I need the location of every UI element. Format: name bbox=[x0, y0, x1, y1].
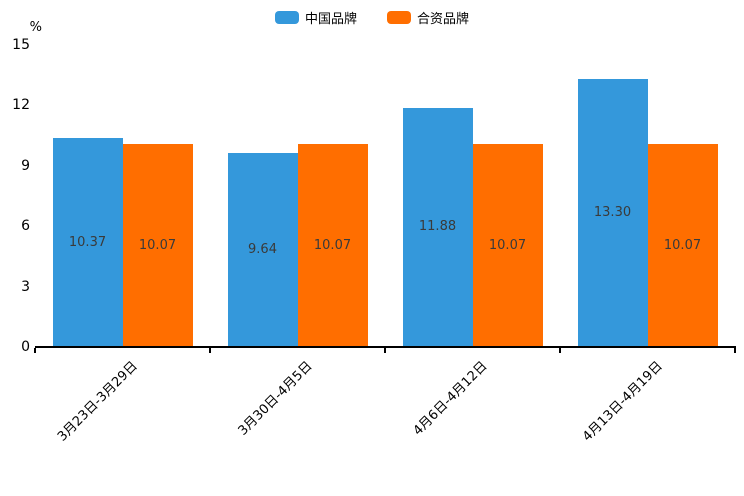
y-tick-label: 12 bbox=[12, 97, 30, 114]
bar-中国品牌-4月13日-4月19日 bbox=[577, 79, 648, 347]
bar-value-label: 13.30 bbox=[593, 205, 632, 221]
y-tick-label: 0 bbox=[21, 339, 30, 355]
bar-value-label: 10.07 bbox=[488, 237, 527, 253]
legend-label: 中国品牌 bbox=[304, 12, 357, 27]
legend-swatch-icon bbox=[274, 11, 299, 24]
bar-中国品牌-4月6日-4月12日 bbox=[402, 107, 473, 347]
bar-合资品牌-4月13日-4月19日 bbox=[647, 144, 718, 347]
bar-合资品牌-4月6日-4月12日 bbox=[472, 144, 543, 347]
y-tick-label: 15 bbox=[12, 37, 30, 53]
y-tick-label: 6 bbox=[21, 218, 30, 235]
bar-value-label: 10.07 bbox=[138, 237, 177, 253]
bar-中国品牌-3月30日-4月5日 bbox=[227, 152, 298, 347]
y-axis-unit-label: % bbox=[29, 20, 42, 35]
bar-value-label: 10.07 bbox=[313, 237, 352, 253]
x-tick-mark bbox=[559, 348, 561, 353]
legend: 中国品牌 合资品牌 bbox=[0, 8, 744, 27]
bar-合资品牌-3月30日-4月5日 bbox=[297, 144, 368, 347]
x-category-label: 4月6日-4月12日 bbox=[410, 358, 491, 439]
x-tick-mark bbox=[384, 348, 386, 353]
x-tick-mark bbox=[734, 348, 736, 353]
x-category-label: 3月23日-3月29日 bbox=[55, 358, 141, 445]
bar-合资品牌-3月23日-3月29日 bbox=[122, 144, 193, 347]
x-tick-mark bbox=[209, 348, 211, 353]
y-tick-label: 9 bbox=[21, 157, 30, 174]
x-tick-mark bbox=[34, 348, 36, 353]
bar-value-label: 10.37 bbox=[68, 234, 107, 250]
bar-value-label: 11.88 bbox=[418, 219, 457, 235]
legend-swatch-icon bbox=[387, 11, 411, 24]
x-axis-line bbox=[35, 346, 736, 348]
bar-value-label: 9.64 bbox=[248, 241, 277, 257]
x-category-label: 4月13日-4月19日 bbox=[580, 358, 666, 445]
x-category-label: 3月30日-4月5日 bbox=[235, 358, 316, 439]
bar-value-label: 10.07 bbox=[663, 237, 702, 253]
legend-label: 合资品牌 bbox=[417, 12, 470, 27]
legend-item-joint-venture-brand[interactable]: 合资品牌 bbox=[387, 8, 469, 27]
y-tick-label: 3 bbox=[21, 278, 30, 295]
bar-中国品牌-3月23日-3月29日 bbox=[52, 138, 123, 347]
legend-item-china-brand[interactable]: 中国品牌 bbox=[274, 8, 357, 27]
